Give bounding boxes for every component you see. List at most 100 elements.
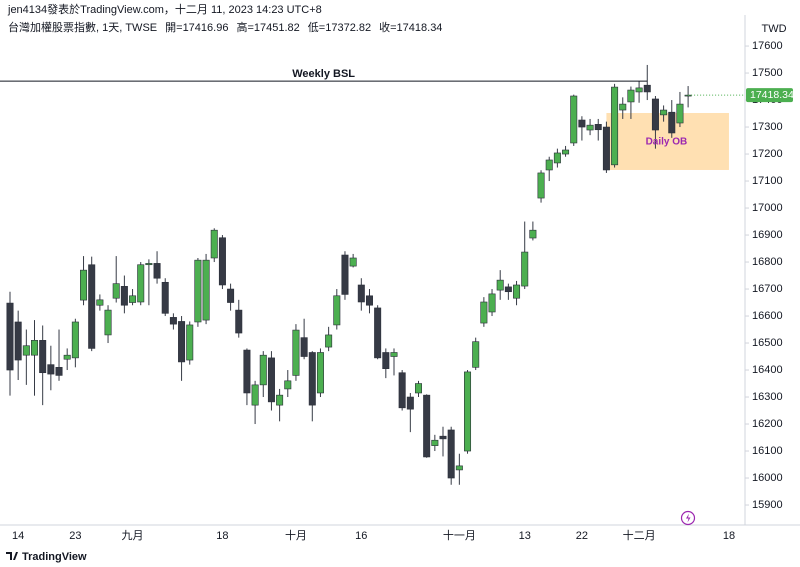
level-label: Weekly BSL [292,68,355,80]
candle-body [267,357,275,403]
y-tick-label: 16500 [752,337,783,349]
candle-body [325,334,333,348]
candle-body [129,295,137,303]
x-tick-label: 14 [12,530,24,542]
x-tick-label: 十二月 [623,528,656,542]
candle-body [14,321,22,361]
ohlc-label: 收= [379,20,396,34]
candle-body [292,329,300,376]
candle-body [71,321,79,359]
candle-body [55,367,63,376]
y-tick-label: 16100 [752,445,783,457]
candle-body [235,309,243,334]
header: 台灣加權股票指數, 1天, TWSE 開=17416.96 高=17451.82 低=… [8,20,442,34]
candle-body [455,465,463,471]
candle-body [137,264,145,303]
y-tick-label: 17100 [752,175,783,187]
candle-body [308,352,316,406]
candle-body [472,341,480,368]
x-tick-label: 22 [576,530,588,542]
candle-body [276,394,284,406]
zone [606,113,729,170]
candle-body [316,352,324,394]
candle-body [31,340,39,356]
candle-body [602,126,610,171]
candle-body [414,383,422,394]
candle-body [537,172,545,199]
y-tick-label: 16700 [752,283,783,295]
candle-body [635,87,643,93]
x-tick-label: 18 [216,530,228,542]
candle-body [169,317,177,325]
candle-body [586,124,594,131]
candle-body [374,307,382,359]
candle-body [88,264,96,349]
last-price-label: 17418.34 [750,89,794,101]
candle-body [676,103,684,124]
y-tick-label: 17600 [752,40,783,52]
candle-body [153,263,161,279]
candle-body [594,124,602,131]
candle-body [382,352,390,369]
y-tick-label: 16300 [752,391,783,403]
x-tick-label: 十月 [285,528,307,542]
candle-body [357,284,365,303]
candle-body [120,286,128,306]
ohlc-value: 17372.82 [325,22,371,34]
candle-body [529,229,537,239]
candle-body [243,349,251,394]
candle-body [6,302,14,371]
candle-body [504,286,512,293]
candle-body [562,149,570,155]
candle-body [521,251,529,287]
candle-body [227,288,235,303]
candle-body [365,295,373,306]
y-tick-label: 16200 [752,418,783,430]
y-tick-label: 16400 [752,364,783,376]
candle-body [611,86,619,166]
last-price-tag [746,88,793,103]
ohlc-label: 高= [236,20,253,34]
candle-body [496,279,504,291]
ohlc-value: 17418.34 [397,22,443,34]
candle-body [627,89,635,103]
alert-icon [680,510,696,526]
x-tick-label: 18 [723,530,735,542]
x-tick-label: 23 [69,530,81,542]
candle-body [341,254,349,295]
candle-body [63,354,71,360]
candle-body [619,103,627,111]
candle-body [390,352,398,357]
candle-body [80,269,88,301]
candle-body [251,384,259,406]
candle-body [194,259,202,323]
candle-body [259,354,267,386]
candle-body [464,371,472,452]
symbol: 台灣加權股票指數, 1天, TWSE [8,20,157,34]
candle-body [218,237,226,286]
candle-body [186,324,194,361]
candle-body [47,364,55,375]
y-unit: TWD [761,23,786,35]
ohlc-label: 開= [165,21,182,34]
x-tick-label: 九月 [122,529,144,542]
candle-body [178,321,186,363]
candle-body [660,109,668,116]
candle-body [202,259,210,321]
y-tick-label: 16600 [752,310,783,322]
y-tick-label: 17500 [752,67,783,79]
x-tick-label: 十一月 [443,528,476,542]
footer-brand: TradingView [22,551,87,563]
y-tick-label: 17200 [752,148,783,160]
candle-body [398,372,406,409]
y-tick-label: 17000 [752,202,783,214]
byline: jen4134發表於TradingView.com，十二月 11, 2023 1… [7,2,322,16]
candle-body [104,309,112,336]
candle-body [480,301,488,324]
ohlc-label: 低= [308,21,325,34]
candle-body [210,229,218,259]
candle-body [447,429,455,479]
x-tick-label: 13 [519,530,531,542]
candle-body [300,337,308,357]
candle-body [406,396,414,410]
